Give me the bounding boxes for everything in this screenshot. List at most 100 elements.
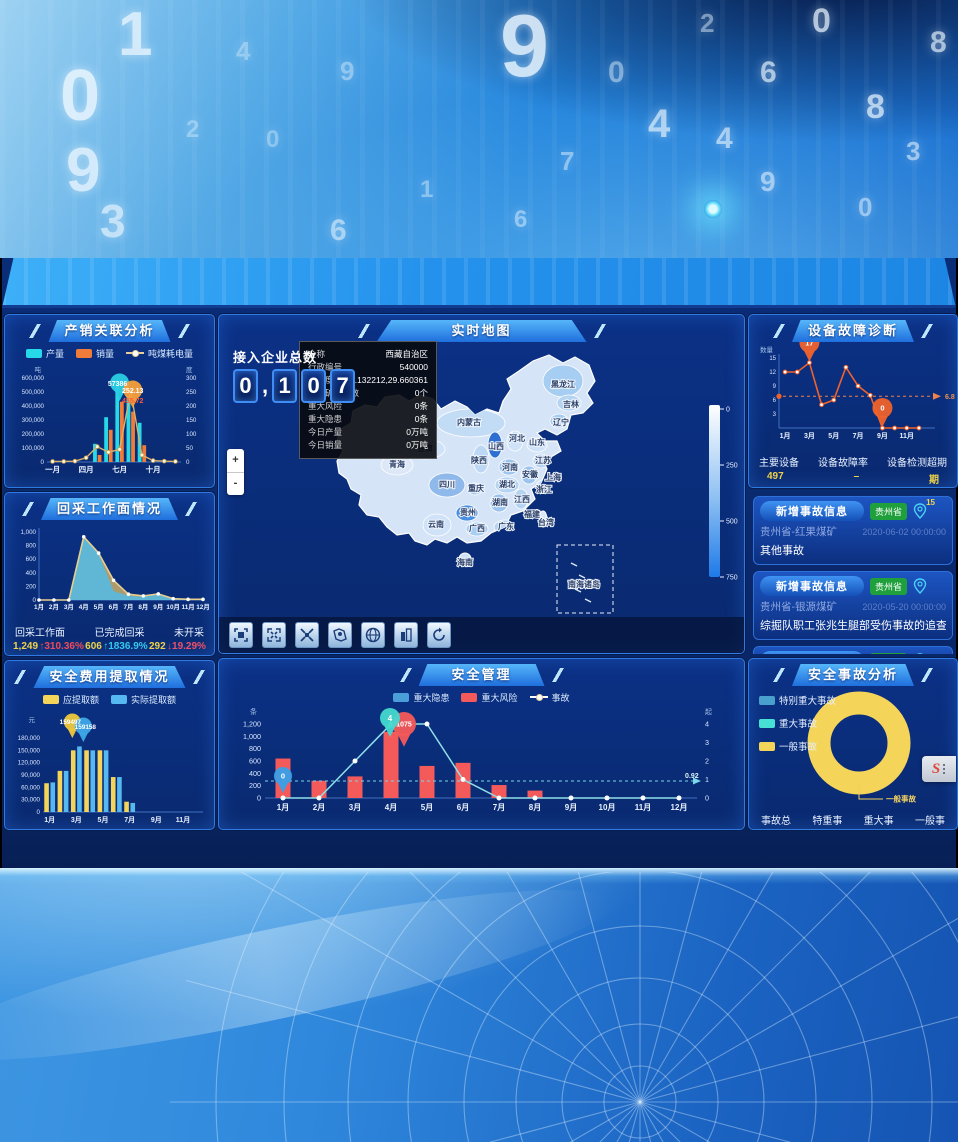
- svg-text:100,000: 100,000: [22, 445, 45, 452]
- legend-label: 销量: [95, 348, 114, 359]
- background-digit: 9: [66, 136, 101, 205]
- accident-date: 2020-05-20 00:00:00: [862, 602, 946, 612]
- background-digit: 1: [420, 176, 434, 203]
- accident-date: 2020-06-02 00:00:00: [862, 527, 946, 537]
- svg-text:4: 4: [388, 714, 393, 723]
- panel-title: 产销关联分析: [48, 320, 171, 342]
- background-digit: 8: [930, 26, 947, 59]
- panel-equipment-diagnosis: 设备故障诊断 3 6 9 12 15 数量 6.8 1月 3月 5月 7月 9月 11月 17 0 主要设备…: [748, 314, 958, 488]
- stat-value: ↑1836.9%: [103, 641, 148, 652]
- counter-digit: 0: [301, 369, 327, 403]
- expand-icon[interactable]: [262, 622, 286, 648]
- tooltip-label: 全称: [308, 349, 326, 359]
- svg-text:120,000: 120,000: [18, 760, 41, 767]
- panel-accident-analysis: 安全事故分析 特别重大事故 重大事故 一般事故 一般事故 事故总 特重事 重大事 一般事: [748, 658, 958, 830]
- legend-swatch: [393, 692, 410, 702]
- province-label-吉林: 吉林: [563, 399, 579, 409]
- background-digit: 4: [648, 102, 671, 146]
- svg-text:159158: 159158: [75, 724, 97, 731]
- globe-icon[interactable]: [361, 622, 385, 648]
- svg-text:1,000: 1,000: [21, 529, 37, 536]
- svg-text:800: 800: [249, 744, 261, 753]
- accident-card-button[interactable]: 新增事故信息: [760, 651, 864, 654]
- tooltip-row: 今日产量 0万吨: [308, 426, 428, 439]
- background-digit: 7: [560, 146, 575, 176]
- svg-text:7月: 7月: [853, 432, 864, 440]
- panel-accident-feed: 新增事故信息 贵州省 15 贵州省-红果煤矿 2020-06-02 00:00:00 其他…: [748, 492, 958, 656]
- legend-item-重大事故: 重大事故: [759, 716, 836, 730]
- legend-dot: [132, 349, 139, 357]
- province-label-陕西: 陕西: [471, 455, 487, 465]
- svg-text:数量: 数量: [760, 345, 774, 354]
- title-decoration: [770, 668, 787, 682]
- background-digit: 2: [186, 116, 200, 143]
- legend-label: 重大风险: [481, 692, 518, 703]
- province-label-广东: 广东: [498, 521, 514, 531]
- accident-card[interactable]: 新增事故信息 贵州省 15 贵州省-红果煤矿 2020-06-02 00:00:00 其他…: [753, 496, 953, 565]
- svg-text:1075: 1075: [396, 722, 412, 729]
- map-zoom-out-button[interactable]: -: [227, 473, 244, 496]
- dashboard-frame: 产销关联分析 产量 销量 吨煤耗电量 0 100,000 200,000 300,000 4…: [0, 258, 958, 868]
- accident-analysis-donut: 一般事故: [807, 691, 916, 804]
- svg-text:250: 250: [186, 389, 197, 396]
- background-digit: 6: [514, 206, 528, 233]
- tooltip-value: 91.132212,29.660361: [345, 375, 428, 385]
- province-label-福建: 福建: [523, 509, 541, 519]
- province-label-上海: 上海: [545, 472, 561, 482]
- svg-text:800: 800: [26, 543, 37, 550]
- equipment-stat-labels: 主要设备 设备故障率 设备检测超期: [749, 454, 957, 469]
- svg-text:0: 0: [880, 404, 884, 413]
- tooltip-value: 0万吨: [406, 427, 428, 437]
- svg-text:455.72: 455.72: [122, 398, 144, 405]
- map-zoom-in-button[interactable]: +: [227, 449, 244, 472]
- svg-text:1,200: 1,200: [243, 720, 261, 729]
- svg-text:0: 0: [257, 794, 261, 803]
- accident-card-button[interactable]: 新增事故信息: [760, 576, 864, 596]
- svg-text:1月: 1月: [34, 603, 44, 611]
- svg-text:180,000: 180,000: [18, 735, 41, 742]
- svg-text:30,000: 30,000: [21, 797, 40, 804]
- accident-card[interactable]: 新增事故信息 贵州省: [753, 646, 953, 654]
- svg-text:57386: 57386: [108, 381, 128, 388]
- map-location-icon[interactable]: [328, 622, 352, 648]
- svg-text:七月: 七月: [112, 464, 127, 474]
- accident-analysis-legend: 特别重大事故 重大事故 一般事故: [759, 693, 836, 753]
- title-decoration: [397, 668, 414, 682]
- title-decoration: [355, 324, 372, 338]
- svg-text:7月: 7月: [493, 803, 505, 812]
- province-label-青海: 青海: [389, 459, 405, 469]
- svg-text:6: 6: [773, 398, 777, 404]
- title-decoration: [919, 324, 935, 338]
- svg-text:11月: 11月: [176, 816, 190, 824]
- accident-card-meta: 贵州省-银源煤矿 2020-05-20 00:00:00: [760, 599, 946, 614]
- accident-card-button[interactable]: 新增事故信息: [760, 501, 864, 521]
- counter-comma: ,: [262, 373, 269, 398]
- svg-text:200: 200: [26, 583, 37, 590]
- tooltip-row: 行政编号 540000: [308, 361, 428, 374]
- stat-value: 292: [149, 641, 166, 652]
- province-label-海南: 海南: [457, 557, 473, 567]
- svg-text:7月: 7月: [124, 816, 135, 824]
- building-icon[interactable]: [394, 622, 418, 648]
- floating-tool-widget[interactable]: S: [922, 756, 956, 782]
- svg-text:17: 17: [805, 338, 813, 347]
- tooltip-value: 0条: [414, 414, 428, 424]
- accident-card[interactable]: 新增事故信息 贵州省 贵州省-银源煤矿 2020-05-20 00:00:00 综掘队职…: [753, 571, 953, 640]
- frame-select-icon[interactable]: [229, 622, 253, 648]
- widget-logo: S: [931, 760, 941, 777]
- location-pin-icon: [913, 653, 929, 654]
- collapse-icon[interactable]: [295, 622, 319, 648]
- svg-text:0: 0: [281, 772, 285, 781]
- svg-text:1月: 1月: [277, 803, 289, 812]
- legend-label: 吨煤耗电量: [148, 348, 194, 359]
- production-sales-chart: 0 100,000 200,000 300,000 400,000 500,000 600,…: [22, 365, 197, 474]
- province-label-台湾: 台湾: [538, 517, 554, 527]
- refresh-icon[interactable]: [427, 622, 451, 648]
- province-badge: 贵州省: [870, 502, 908, 520]
- counter-digit: 7: [330, 369, 356, 403]
- svg-text:600: 600: [249, 757, 261, 766]
- province-label-湖南: 湖南: [492, 497, 508, 507]
- province-label-黑龙江: 黑龙江: [551, 379, 575, 389]
- province-badge: 贵州省: [870, 577, 908, 595]
